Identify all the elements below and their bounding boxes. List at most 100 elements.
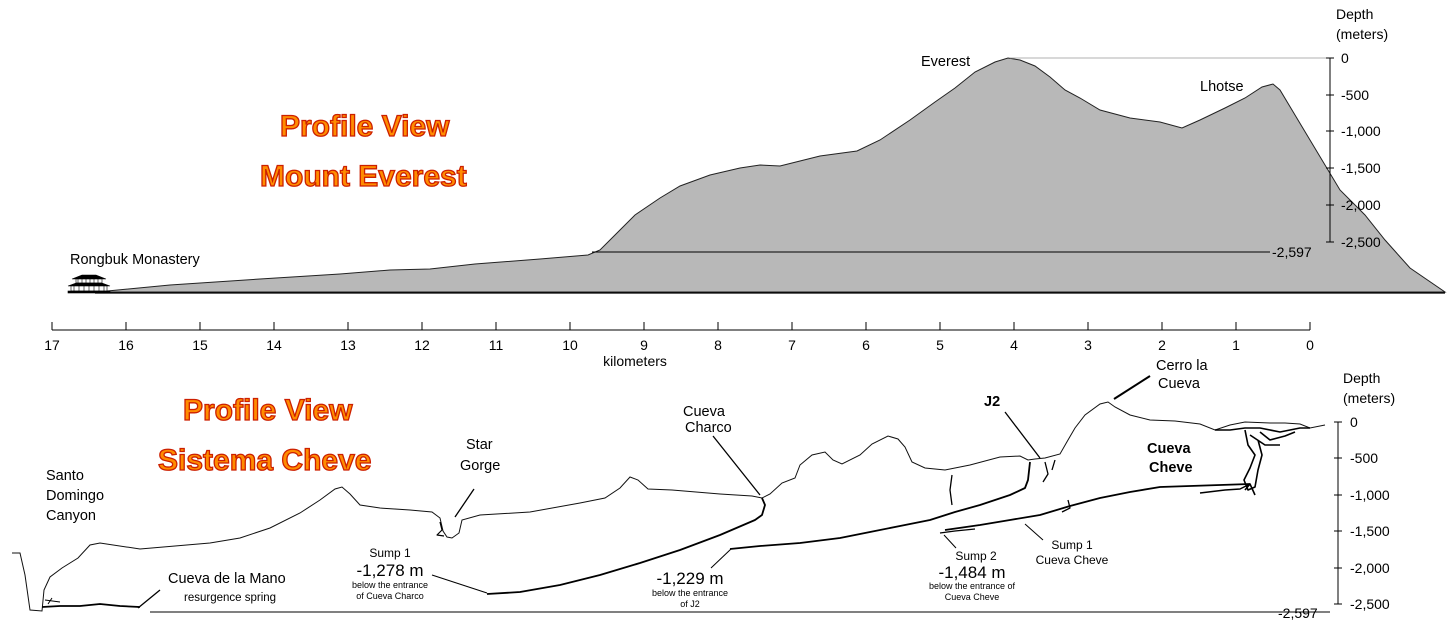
santo-domingo-label: Santo (46, 468, 84, 484)
j2-leader (1004, 411, 1041, 459)
sump-j2-note: of J2 (680, 599, 700, 609)
distance-tick-label: 0 (1306, 337, 1314, 353)
j2-label: J2 (984, 394, 1000, 410)
sump-j2-depth: -1,229 m (656, 569, 723, 588)
everest-depth-label-unit: (meters) (1336, 26, 1388, 42)
cheve-depth-marker: -2,597 (1278, 605, 1318, 621)
distance-tick-label: 4 (1010, 337, 1018, 353)
shaft-1068 (1061, 499, 1071, 513)
cheve-depth-axis-ticks (1334, 421, 1342, 605)
distance-tick-label: 1 (1232, 337, 1240, 353)
cueva-charco-label: Cueva (683, 404, 726, 420)
cheve-depth-tick: -2,500 (1350, 596, 1390, 612)
sump2-cheve-title: Sump 2 (955, 549, 997, 563)
distance-tick-label: 13 (340, 337, 356, 353)
shaft-1050 (1042, 459, 1056, 483)
cerro-label: Cerro la (1156, 358, 1209, 374)
deep-passage (944, 483, 1251, 531)
cueva-cheve-complex (1215, 427, 1310, 496)
distance-axis-tick-marks (51, 322, 1311, 330)
cheve-depth-tick: -1,500 (1350, 523, 1390, 539)
distance-tick-label: 12 (414, 337, 430, 353)
cheve-depth-tick: 0 (1350, 414, 1358, 430)
star-gorge-label: Gorge (460, 458, 500, 474)
sump1-cheve-label: Cueva Cheve (1036, 553, 1109, 567)
sump1-charco-leader (431, 574, 488, 594)
everest-depth-marker: -2,597 (1272, 244, 1312, 260)
santo-domingo-label: Domingo (46, 488, 104, 504)
distance-tick-label: 17 (44, 337, 60, 353)
cheve-surface-profile (12, 401, 1326, 612)
sump1-charco-note: below the entrance (352, 580, 428, 590)
everest-peak-label: Everest (921, 54, 970, 70)
leader-lines (137, 375, 1151, 609)
cheve-depth-tick: -2,000 (1350, 560, 1390, 576)
main-passage-j2 (729, 461, 1031, 550)
monastery-icon (67, 274, 111, 294)
main-passage-charco (486, 497, 766, 595)
cheve-depth-tick: -1,000 (1350, 487, 1390, 503)
everest-depth-tick: -2,500 (1341, 234, 1381, 250)
distance-tick-label: 6 (862, 337, 870, 353)
distance-tick-label: 14 (266, 337, 282, 353)
sump-j2-leader (710, 548, 732, 569)
cheve-depth-tick: -500 (1350, 450, 1378, 466)
cave-passages (41, 427, 1310, 608)
everest-title-line2: Mount Everest (260, 160, 467, 193)
everest-title-line1: Profile View (280, 110, 450, 143)
cueva-charco-leader (712, 435, 761, 496)
distance-tick-label: 2 (1158, 337, 1166, 353)
cerro-leader (1113, 375, 1151, 400)
distance-axis: 17 16 15 14 13 12 11 10 9 8 7 6 5 4 3 2 … (44, 322, 1314, 369)
sump1-charco-note: of Cueva Charco (356, 591, 424, 601)
distance-tick-label: 10 (562, 337, 578, 353)
everest-depth-axis-ticks (1326, 57, 1334, 243)
distance-tick-label: 7 (788, 337, 796, 353)
everest-depth-tick: -1,000 (1341, 123, 1381, 139)
sump1-cheve-label: Sump 1 (1051, 538, 1093, 552)
everest-depth-tick: -2,000 (1341, 197, 1381, 213)
star-gorge-leader (454, 488, 475, 518)
sump2-cheve-note: below the entrance of (929, 581, 1016, 591)
distance-tick-label: 16 (118, 337, 134, 353)
sump2-cheve-depth: -1,484 m (938, 563, 1005, 582)
distance-tick-label: 5 (936, 337, 944, 353)
distance-unit-label: kilometers (603, 353, 667, 369)
shaft-950 (949, 474, 953, 506)
distance-tick-label: 11 (489, 337, 504, 353)
sump2-line (939, 528, 976, 534)
cheve-depth-label: Depth (1343, 370, 1380, 386)
sump1-charco-depth: -1,278 m (356, 561, 423, 580)
distance-tick-label: 9 (640, 337, 648, 353)
cheve-section: Depth (meters) 0 -500 -1,000 -1,500 -2,0… (12, 358, 1395, 621)
everest-depth-tick: -500 (1341, 87, 1369, 103)
cueva-cheve-label: Cueva (1147, 441, 1191, 457)
cueva-mano-passage (41, 603, 141, 608)
star-gorge-connector (436, 521, 445, 537)
cueva-mano-label: Cueva de la Mano (168, 571, 286, 587)
sump-j2-note: below the entrance (652, 588, 728, 598)
cheve-lower-link (1199, 483, 1251, 494)
everest-depth-tick: 0 (1341, 50, 1349, 66)
resurgence-label: resurgence spring (184, 592, 276, 604)
sump1-cheve-leader (1024, 523, 1044, 541)
everest-depth-label: Depth (1336, 6, 1373, 22)
rongbuk-monastery-label: Rongbuk Monastery (70, 252, 201, 268)
cueva-mano-entrance (44, 597, 61, 605)
cheve-title-line2: Sistema Cheve (158, 444, 371, 477)
sump2-cheve-note: Cueva Cheve (945, 592, 1000, 602)
distance-tick-label: 8 (714, 337, 722, 353)
cerro-label: Cueva (1158, 376, 1201, 392)
distance-tick-label: 15 (192, 337, 208, 353)
everest-depth-tick: -1,500 (1341, 160, 1381, 176)
cheve-title-line1: Profile View (183, 394, 353, 427)
star-gorge-label: Star (466, 437, 493, 453)
cueva-charco-label: Charco (685, 420, 732, 436)
sump2-cheve-leader (943, 534, 957, 549)
cueva-cheve-label: Cheve (1149, 460, 1193, 476)
cheve-depth-label-unit: (meters) (1343, 390, 1395, 406)
mano-leader (137, 589, 161, 609)
distance-tick-label: 3 (1084, 337, 1092, 353)
sump1-charco-title: Sump 1 (369, 546, 411, 560)
